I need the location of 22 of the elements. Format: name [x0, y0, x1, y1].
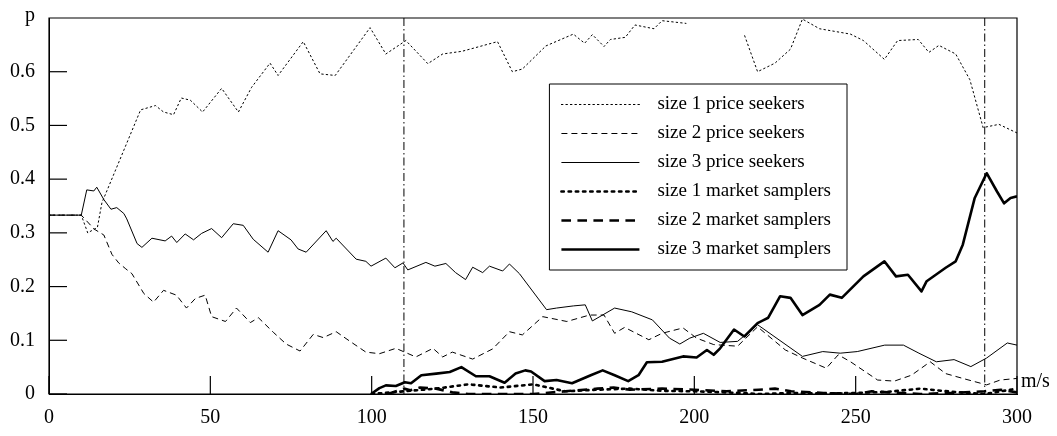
x-tick-label: 100 — [356, 405, 387, 428]
x-tick-label: 50 — [200, 405, 221, 428]
legend-label: size 3 market samplers — [657, 237, 832, 259]
y-tick-label: 0.4 — [10, 166, 35, 189]
y-tick-label: 0.6 — [10, 58, 35, 81]
x-tick-label: 0 — [44, 405, 54, 428]
y-tick-label: 0.1 — [10, 327, 35, 350]
legend-label: size 2 market samplers — [657, 208, 832, 230]
legend-label: size 3 price seekers — [657, 150, 805, 172]
y-tick-label: 0 — [25, 381, 35, 404]
x-tick-label: 250 — [840, 405, 871, 428]
y-tick-label: 0.2 — [10, 273, 35, 296]
legend-label: size 2 price seekers — [657, 121, 805, 143]
legend-label: size 1 market samplers — [657, 179, 832, 201]
legend-label: size 1 price seekers — [657, 92, 805, 114]
y-axis-title: p — [25, 3, 35, 27]
x-tick-label: 200 — [679, 405, 710, 428]
x-tick-label: 150 — [518, 405, 548, 428]
x-tick-label: 300 — [1002, 405, 1032, 428]
y-tick-label: 0.3 — [10, 220, 35, 243]
y-tick-label: 0.5 — [10, 112, 35, 135]
x-axis-title: m/s — [1021, 369, 1051, 392]
